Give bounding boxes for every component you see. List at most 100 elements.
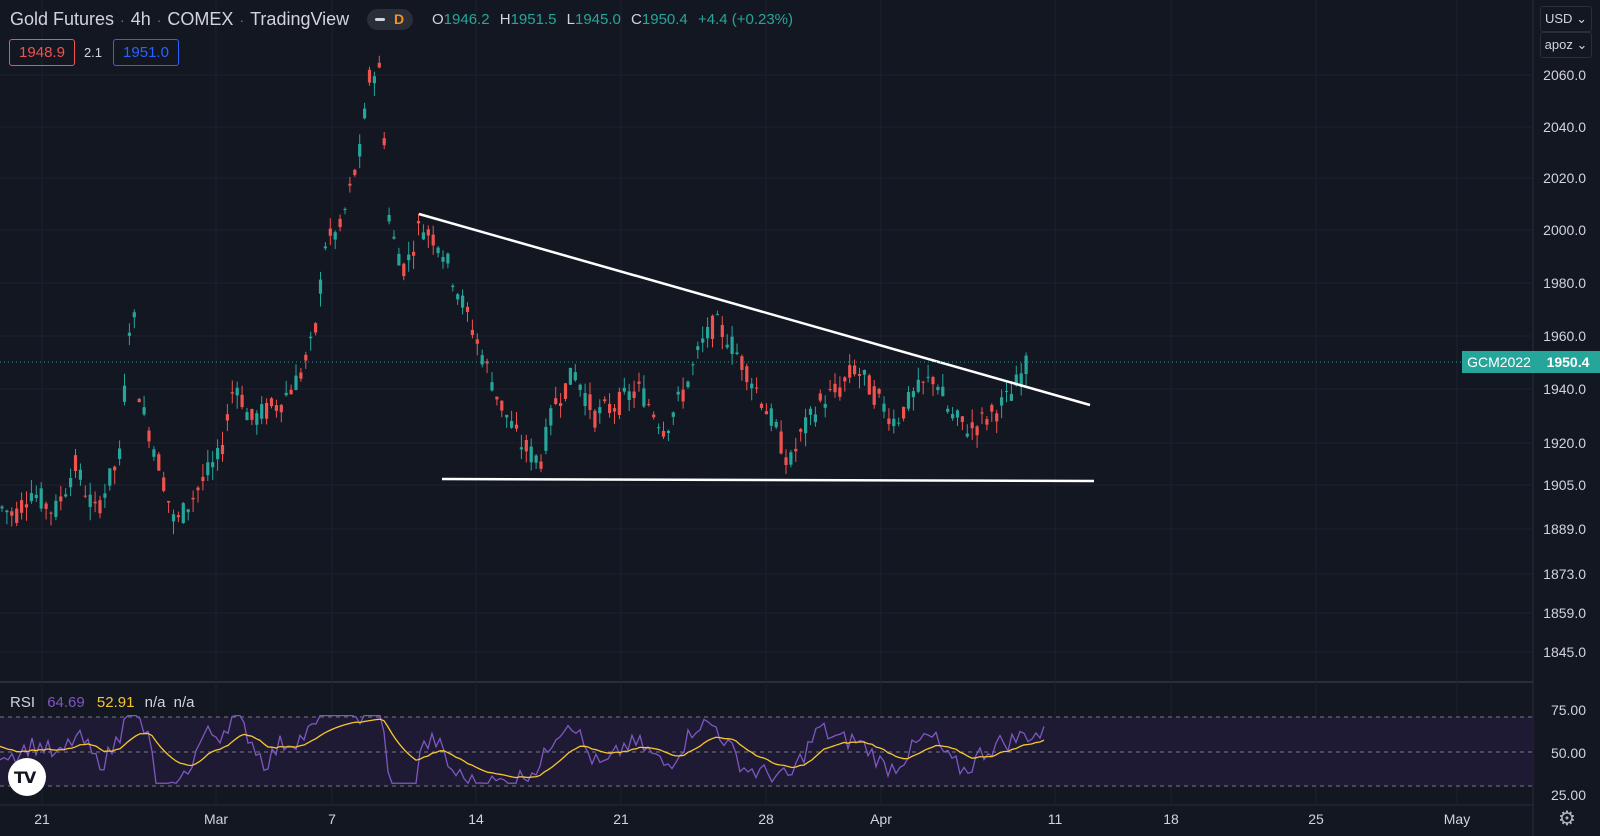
candle-body-up xyxy=(696,346,700,350)
candle-body-down xyxy=(304,354,308,361)
candle-body-up xyxy=(1004,390,1009,392)
candle-body-down xyxy=(230,392,234,394)
price-tick-label: 1905.0 xyxy=(1543,477,1586,493)
candle-body-down xyxy=(799,429,803,432)
low-label: L xyxy=(566,11,575,28)
candle-body-down xyxy=(353,169,357,176)
candle-body-up xyxy=(211,462,215,468)
ohlc-legend: O1946.2 H1951.5 L1945.0 C1950.4 +4.4 (+0… xyxy=(432,11,799,28)
symbol-header[interactable]: Gold Futures · 4h · COMEX · TradingView xyxy=(10,9,349,30)
candle-body-up xyxy=(544,426,548,451)
source-label: TradingView xyxy=(250,9,350,29)
symbol-tag: GCM2022 xyxy=(1462,351,1536,373)
high-label: H xyxy=(499,11,511,28)
candle-body-up xyxy=(808,408,813,415)
candle-body-down xyxy=(475,339,479,344)
candle-body-down xyxy=(764,411,768,415)
candle-body-down xyxy=(720,324,724,338)
candle-body-up xyxy=(436,247,440,254)
candle-body-down xyxy=(426,229,430,236)
low-value: 1945.0 xyxy=(574,11,621,28)
candle-body-down xyxy=(524,440,528,452)
candle-body-down xyxy=(220,444,225,455)
candle-body-up xyxy=(813,414,817,423)
descending-trendline xyxy=(418,212,1091,407)
separator-dot: · xyxy=(120,11,125,28)
candle-body-down xyxy=(661,430,666,437)
candle-body-up xyxy=(387,214,391,222)
candle-body-up xyxy=(706,326,710,339)
candle-body-up xyxy=(451,285,455,288)
scale-mode-dropdown[interactable]: apoz ⌄ xyxy=(1540,32,1592,58)
date-tick-label: 28 xyxy=(758,811,774,827)
candle-body-down xyxy=(554,398,558,404)
candle-body-up xyxy=(946,408,950,412)
candle-body-up xyxy=(534,455,538,463)
buy-button[interactable]: 1951.0 xyxy=(113,39,179,66)
candle-body-down xyxy=(348,183,352,186)
date-tick-label: 21 xyxy=(613,811,629,827)
candle-body-down xyxy=(902,406,906,419)
candle-body-up xyxy=(1014,374,1018,386)
interval-label[interactable]: 4h xyxy=(130,9,151,29)
candle-body-down xyxy=(681,389,685,402)
price-tick-label: 1980.0 xyxy=(1543,275,1586,291)
candle-body-up xyxy=(882,403,886,412)
candle-body-up xyxy=(730,336,734,354)
price-tick-label: 2040.0 xyxy=(1543,119,1586,135)
candle-body-up xyxy=(456,294,460,300)
market-status-pill[interactable]: D xyxy=(367,9,413,30)
candle-body-up xyxy=(294,375,298,390)
candle-body-up xyxy=(88,494,92,507)
candle-body-up xyxy=(171,514,176,522)
rsi-legend[interactable]: RSI 64.69 52.91 n/a n/a xyxy=(10,694,199,711)
high-value: 1951.5 xyxy=(510,11,557,28)
candle-body-down xyxy=(15,508,19,523)
symbol-name[interactable]: Gold Futures xyxy=(10,9,115,29)
candle-body-up xyxy=(397,253,401,266)
candle-body-up xyxy=(549,408,553,426)
candle-body-up xyxy=(578,384,582,391)
candle-body-down xyxy=(10,511,14,516)
candle-body-up xyxy=(127,332,131,336)
candle-body-down xyxy=(853,365,857,375)
candle-body-down xyxy=(857,374,862,376)
candle-body-down xyxy=(588,394,592,410)
minus-icon xyxy=(375,18,385,21)
candle-body-down xyxy=(225,414,229,421)
tradingview-logo-icon[interactable]: TV xyxy=(8,758,46,796)
gear-icon[interactable]: ⚙ xyxy=(1558,808,1576,830)
candle-body-down xyxy=(382,138,386,146)
candle-body-down xyxy=(843,377,847,382)
candle-body-up xyxy=(235,387,239,396)
candle-body-down xyxy=(612,408,617,412)
price-tick-label: 1889.0 xyxy=(1543,521,1586,537)
price-tick-label: 2000.0 xyxy=(1543,222,1586,238)
candle-body-up xyxy=(480,355,484,365)
price-tick-label: 1960.0 xyxy=(1543,328,1586,344)
candle-body-up xyxy=(583,393,587,407)
candle-body-down xyxy=(779,431,783,454)
candle-body-up xyxy=(671,412,675,417)
candle-body-up xyxy=(926,376,930,378)
candle-body-down xyxy=(960,416,964,422)
price-tick-label: 1845.0 xyxy=(1543,644,1586,660)
candle-body-down xyxy=(274,405,278,411)
candle-body-down xyxy=(514,424,519,429)
candle-body-down xyxy=(931,377,935,385)
candle-body-up xyxy=(906,391,911,409)
candle-body-down xyxy=(632,391,636,398)
sell-button[interactable]: 1948.9 xyxy=(9,39,75,66)
candle-body-up xyxy=(897,422,901,424)
candle-body-down xyxy=(176,515,180,518)
candle-body-up xyxy=(206,462,210,476)
candle-body-down xyxy=(470,329,474,336)
rsi-ma-value: 52.91 xyxy=(96,694,135,711)
candle-body-up xyxy=(318,279,323,294)
currency-dropdown[interactable]: USD ⌄ xyxy=(1540,6,1592,32)
candle-body-up xyxy=(64,494,68,497)
candle-body-down xyxy=(416,221,421,224)
candle-body-down xyxy=(838,387,842,397)
candle-body-up xyxy=(823,403,827,408)
